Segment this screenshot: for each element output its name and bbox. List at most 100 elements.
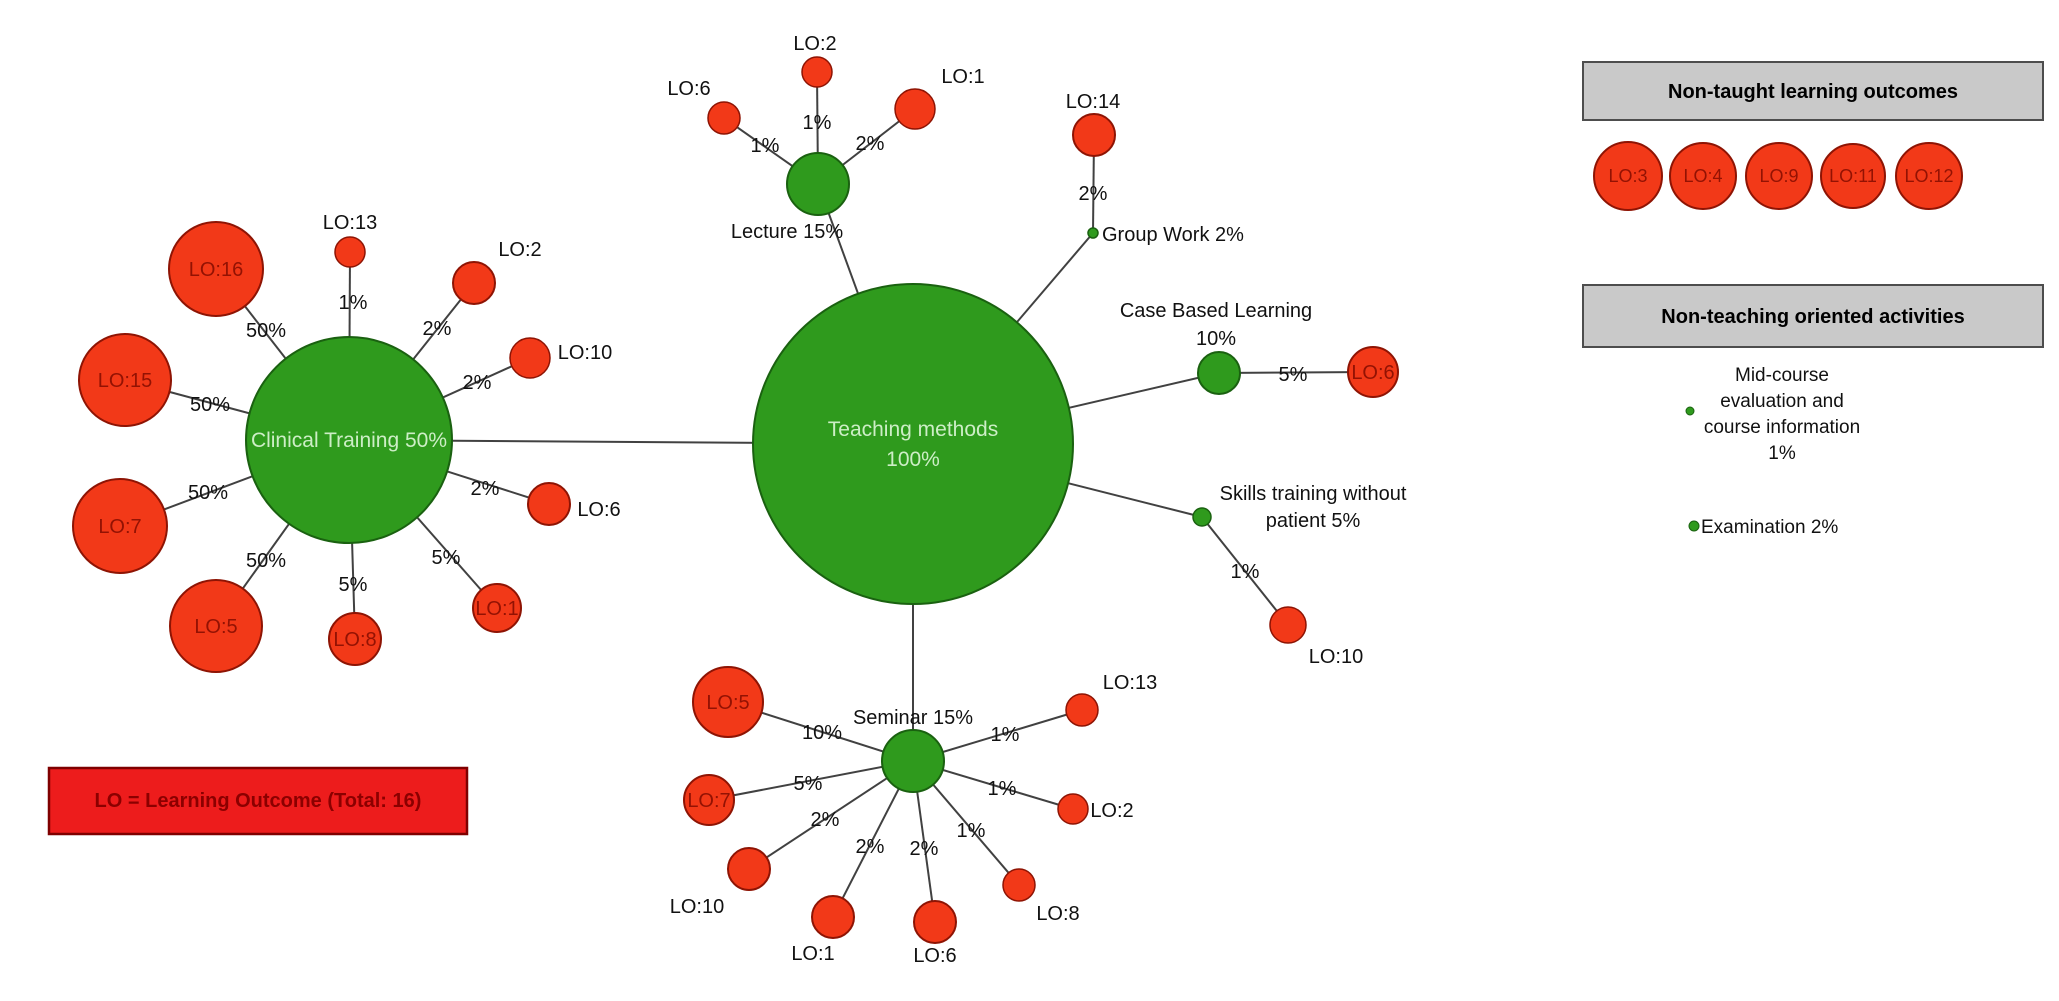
panel-title-non-teaching-oriented-activities: Non-teaching oriented activities <box>1661 306 1964 328</box>
node-cbl-lo6 <box>1347 346 1399 398</box>
edge-label-seminar-seminar-lo5: 10% <box>802 722 842 744</box>
edge-label-clinical-clinical-lo10: 2% <box>463 372 492 394</box>
edge-label-seminar-seminar-lo8: 1% <box>957 820 986 842</box>
edge-label-clinical-clinical-lo13: 1% <box>339 292 368 314</box>
label-clinical-lo7: LO:7 <box>98 516 141 538</box>
label-seminar-lo7: LO:7 <box>687 790 730 812</box>
label-seminar-lo1: LO:1 <box>791 943 834 965</box>
panel-header-non-taught-learning-outcomes <box>1582 61 2044 121</box>
label-clinical-lo10: LO:10 <box>558 342 612 364</box>
label-teaching-line1: Teaching methods <box>828 418 998 441</box>
label-clinical-lo1: LO:1 <box>475 598 518 620</box>
node-seminar-lo7 <box>683 774 735 826</box>
label-cbl-lo6: LO:6 <box>1351 362 1394 384</box>
non-taught-circle-lo4 <box>1669 142 1737 210</box>
edge-label-clinical-clinical-lo5: 50% <box>246 550 286 572</box>
edge-label-seminar-seminar-lo1: 2% <box>856 836 885 858</box>
node-clinical-lo10 <box>509 337 551 379</box>
label-lecture-lo2: LO:2 <box>793 33 836 55</box>
label-lecture-lo1: LO:1 <box>941 66 984 88</box>
node-clinical-lo8 <box>328 612 382 666</box>
label-seminar-lo6: LO:6 <box>913 945 956 967</box>
label-lecture-lo6: LO:6 <box>667 78 710 100</box>
label-skills-training-line2: patient 5% <box>1266 510 1361 532</box>
non-taught-circle-lo11 <box>1820 143 1886 209</box>
label-seminar-lo10: LO:10 <box>670 896 724 918</box>
label-case-based-learning-line2: 10% <box>1196 328 1236 350</box>
node-seminar-lo13 <box>1065 693 1099 727</box>
non-taught-label-lo9: LO:9 <box>1759 166 1798 186</box>
node-clinical-lo2 <box>452 261 496 305</box>
label-clinical-lo13: LO:13 <box>323 212 377 234</box>
legend-box <box>47 766 469 836</box>
activity-label-examination-line1: Examination 2% <box>1701 517 1838 538</box>
node-lecture-lo6 <box>707 101 741 135</box>
edge-label-clinical-clinical-lo7: 50% <box>188 482 228 504</box>
non-taught-circle-lo3 <box>1593 141 1663 211</box>
edge-label-clinical-clinical-lo15: 50% <box>190 394 230 416</box>
label-clinical-lo2: LO:2 <box>498 239 541 261</box>
node-case-based-learning <box>1197 351 1241 395</box>
label-teaching-line2: 100% <box>886 448 940 471</box>
activity-dot-examination <box>1688 520 1700 532</box>
node-lecture <box>786 152 850 216</box>
non-taught-label-lo11: LO:11 <box>1829 166 1877 186</box>
node-teaching <box>752 283 1074 605</box>
label-groupwork-lo14: LO:14 <box>1066 91 1120 113</box>
edge-label-lecture-lecture-lo1: 2% <box>856 133 885 155</box>
node-seminar-lo1 <box>811 895 855 939</box>
edge-label-case-based-learning-cbl-lo6: 5% <box>1279 364 1308 386</box>
edge-label-seminar-seminar-lo10: 2% <box>811 809 840 831</box>
label-clinical-lo16: LO:16 <box>189 259 243 281</box>
label-clinical-lo6: LO:6 <box>577 499 620 521</box>
label-seminar-lo5: LO:5 <box>706 692 749 714</box>
label-lecture: Lecture 15% <box>731 221 844 243</box>
label-skills-training-line1: Skills training without <box>1220 483 1407 505</box>
node-seminar-lo5 <box>692 666 764 738</box>
activity-label-mid-course-evaluation-line4: 1% <box>1768 443 1796 464</box>
activity-dot-mid-course-evaluation <box>1685 406 1695 416</box>
legend-text: LO = Learning Outcome (Total: 16) <box>95 790 422 812</box>
non-taught-label-lo4: LO:4 <box>1683 166 1722 186</box>
node-skills-lo10 <box>1269 606 1307 644</box>
label-seminar-lo13: LO:13 <box>1103 672 1157 694</box>
non-taught-circle-lo12 <box>1895 142 1963 210</box>
node-clinical-lo7 <box>72 478 168 574</box>
activity-label-mid-course-evaluation-line2: evaluation and <box>1720 391 1844 412</box>
node-seminar <box>881 729 945 793</box>
node-seminar-lo2 <box>1057 793 1089 825</box>
edge-skills-training-skills-lo10 <box>1201 516 1289 626</box>
node-clinical <box>245 336 453 544</box>
edge-label-clinical-clinical-lo1: 5% <box>432 547 461 569</box>
node-lecture-lo1 <box>894 88 936 130</box>
node-clinical-lo1 <box>472 583 522 633</box>
node-group-work <box>1087 227 1099 239</box>
node-clinical-lo5 <box>169 579 263 673</box>
edge-label-skills-training-skills-lo10: 1% <box>1231 561 1260 583</box>
node-seminar-lo8 <box>1002 868 1036 902</box>
panel-header-non-teaching-oriented-activities <box>1582 284 2044 348</box>
node-clinical-lo15 <box>78 333 172 427</box>
edge-label-seminar-seminar-lo6: 2% <box>910 838 939 860</box>
edge-label-seminar-seminar-lo7: 5% <box>794 773 823 795</box>
label-case-based-learning-line1: Case Based Learning <box>1120 300 1312 322</box>
activity-label-mid-course-evaluation-line3: course information <box>1704 417 1860 438</box>
edge-label-group-work-groupwork-lo14: 2% <box>1079 183 1108 205</box>
edge-seminar-seminar-lo7 <box>708 760 914 801</box>
non-taught-circle-lo9 <box>1745 142 1813 210</box>
node-clinical-lo6 <box>527 482 571 526</box>
non-taught-label-lo12: LO:12 <box>1904 166 1953 186</box>
label-clinical-lo5: LO:5 <box>194 616 237 638</box>
label-seminar-lo2: LO:2 <box>1090 800 1133 822</box>
edge-label-clinical-clinical-lo2: 2% <box>423 318 452 340</box>
edge-label-lecture-lecture-lo2: 1% <box>803 112 832 134</box>
label-group-work: Group Work 2% <box>1102 224 1244 246</box>
label-clinical-lo8: LO:8 <box>333 629 376 651</box>
edge-label-clinical-clinical-lo8: 5% <box>339 574 368 596</box>
edge-label-seminar-seminar-lo13: 1% <box>991 724 1020 746</box>
node-lecture-lo2 <box>801 56 833 88</box>
label-clinical-lo15: LO:15 <box>98 370 152 392</box>
edge-label-clinical-clinical-lo16: 50% <box>246 320 286 342</box>
